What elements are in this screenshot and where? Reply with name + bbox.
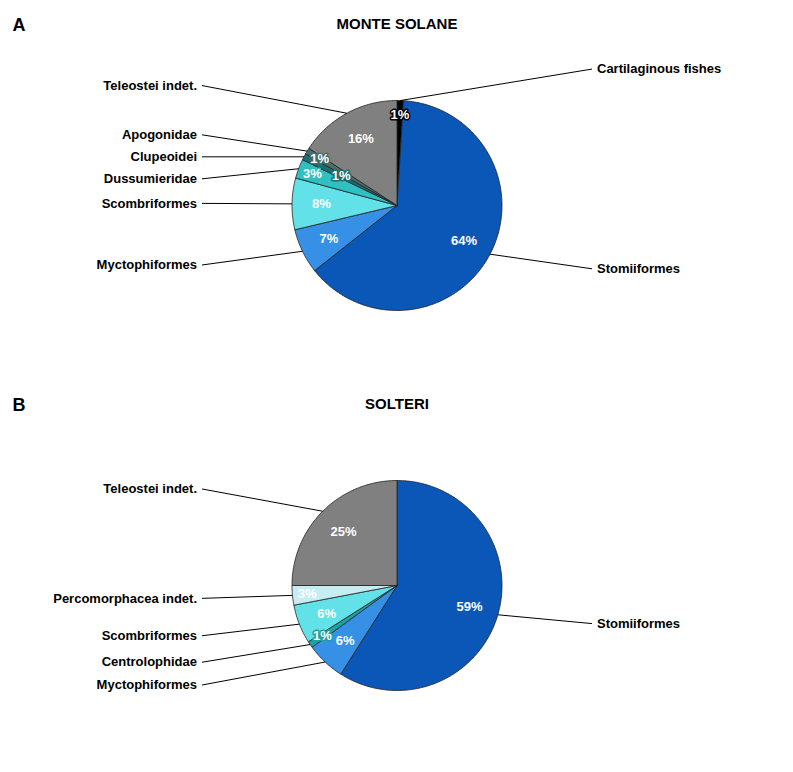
- svg-text:16%: 16%: [348, 131, 374, 146]
- svg-text:6%: 6%: [317, 605, 336, 620]
- svg-text:64%: 64%: [451, 233, 477, 248]
- svg-text:Teleostei indet.: Teleostei indet.: [103, 78, 197, 93]
- svg-text:Scombriformes: Scombriformes: [102, 628, 197, 643]
- svg-text:MONTE SOLANE: MONTE SOLANE: [337, 15, 458, 32]
- svg-text:8%: 8%: [312, 196, 331, 211]
- svg-text:Clupeoidei: Clupeoidei: [131, 149, 197, 164]
- svg-text:A: A: [13, 15, 26, 35]
- svg-text:1%: 1%: [332, 168, 351, 183]
- svg-text:Stomiiformes: Stomiiformes: [597, 261, 680, 276]
- svg-text:Apogonidae: Apogonidae: [122, 127, 197, 142]
- svg-text:1%: 1%: [390, 107, 409, 122]
- svg-text:Dussumieridae: Dussumieridae: [104, 171, 197, 186]
- svg-text:1%: 1%: [310, 151, 329, 166]
- svg-text:B: B: [13, 395, 26, 415]
- svg-text:Myctophiformes: Myctophiformes: [97, 257, 197, 272]
- svg-text:Centrolophidae: Centrolophidae: [102, 654, 197, 669]
- svg-text:6%: 6%: [336, 633, 355, 648]
- svg-text:25%: 25%: [331, 524, 357, 539]
- svg-text:Cartilaginous fishes: Cartilaginous fishes: [597, 61, 721, 76]
- svg-text:SOLTERI: SOLTERI: [365, 395, 429, 412]
- svg-text:Stomiiformes: Stomiiformes: [597, 616, 680, 631]
- svg-text:Teleostei indet.: Teleostei indet.: [103, 481, 197, 496]
- svg-text:3%: 3%: [303, 166, 322, 181]
- svg-text:59%: 59%: [457, 599, 483, 614]
- svg-text:Myctophiformes: Myctophiformes: [97, 677, 197, 692]
- svg-text:1%: 1%: [313, 628, 332, 643]
- svg-text:7%: 7%: [320, 231, 339, 246]
- svg-text:Scombriformes: Scombriformes: [102, 196, 197, 211]
- svg-text:3%: 3%: [298, 586, 317, 601]
- svg-text:Percomorphacea indet.: Percomorphacea indet.: [53, 591, 197, 606]
